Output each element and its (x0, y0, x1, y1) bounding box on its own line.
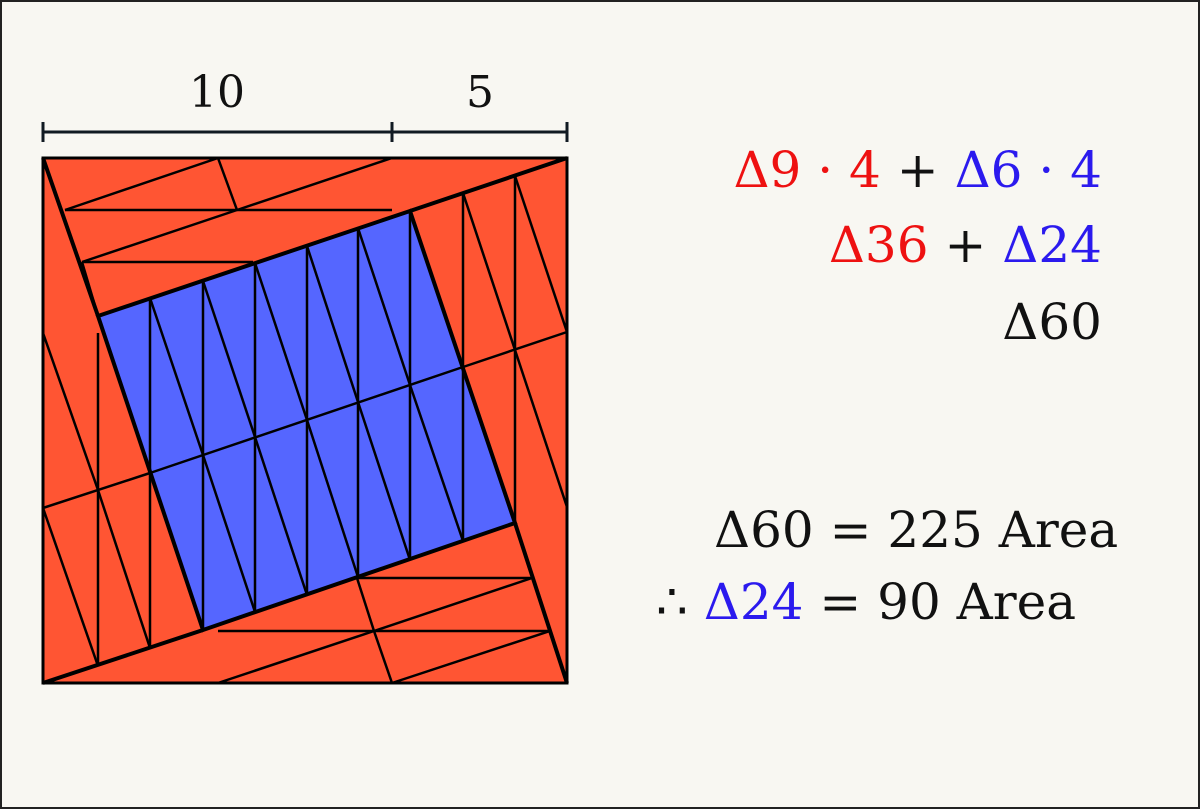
plus-sign: + (944, 216, 987, 274)
subdivision-line (305, 245, 360, 403)
equation-line-4: Δ60 = 225 Area (714, 500, 1118, 560)
subdivision-line (41, 332, 100, 491)
blue-term: Δ24 (703, 573, 804, 631)
subdivision-line (64, 156, 219, 212)
triangle-edge (41, 157, 100, 317)
triangle-edge (513, 522, 569, 684)
subdivision-line (96, 489, 152, 649)
area-statement: Δ60 = 225 Area (714, 501, 1119, 559)
subdivision-line (96, 315, 152, 474)
subdivision-line (217, 629, 375, 685)
corner-triangle-edges (41, 156, 569, 685)
subdivision-line (148, 472, 205, 631)
area-result: = 90 Area (819, 573, 1077, 631)
subdivision-line (373, 576, 533, 633)
red-term: Δ36 (828, 216, 929, 274)
bottom-right-triangle-subdivisions (217, 576, 551, 685)
subdivision-line (42, 471, 151, 510)
therefore-symbol: ∴ (656, 573, 688, 631)
subdivision-line (148, 297, 205, 456)
triangle-edge (42, 628, 204, 685)
total-term: Δ60 (1002, 293, 1102, 351)
triangle-edge (409, 156, 568, 213)
dimension-label-10: 10 (189, 67, 245, 118)
equation-line-1: Δ9 · 4 + Δ6 · 4 (733, 140, 1102, 200)
subdivision-line (356, 227, 412, 386)
subdivision-line (253, 436, 309, 596)
subdivision-line (216, 157, 239, 211)
subdivision-line (513, 175, 569, 333)
subdivision-line (408, 384, 465, 542)
subdivision-line (408, 210, 465, 368)
subdivision-line (461, 192, 517, 351)
equation-line-5: ∴ Δ24 = 90 Area (656, 572, 1076, 632)
subdivision-line (461, 366, 517, 524)
subdivision-line (81, 208, 238, 264)
subdivision-line (356, 401, 412, 561)
outer-square-outline (41, 156, 569, 685)
subdivision-line (372, 630, 394, 684)
subdivision-line (236, 156, 393, 212)
dimension-label-5: 5 (466, 67, 494, 118)
plus-sign: + (896, 141, 939, 199)
subdivision-line (201, 280, 257, 438)
subdivision-line (355, 577, 376, 632)
dimension-bar (41, 122, 569, 142)
subdivision-line (391, 629, 551, 685)
equation-line-3: Δ60 (1002, 292, 1102, 352)
subdivision-line (253, 262, 309, 421)
subdivision-line (513, 349, 569, 508)
top-right-triangle-subdivisions (461, 175, 569, 523)
equation-line-2: Δ36 + Δ24 (829, 215, 1102, 275)
red-term: Δ9 · 4 (733, 141, 881, 199)
subdivision-line (201, 454, 257, 613)
top-left-triangle-subdivisions (64, 156, 393, 317)
blue-term: Δ6 · 4 (954, 141, 1102, 199)
blue-term: Δ24 (1002, 216, 1102, 274)
inner-square-subdivisions (96, 210, 517, 631)
subdivision-line (41, 507, 100, 667)
subdivision-line (80, 261, 100, 317)
bottom-left-triangle-subdivisions (41, 332, 152, 667)
subdivision-line (305, 419, 360, 578)
